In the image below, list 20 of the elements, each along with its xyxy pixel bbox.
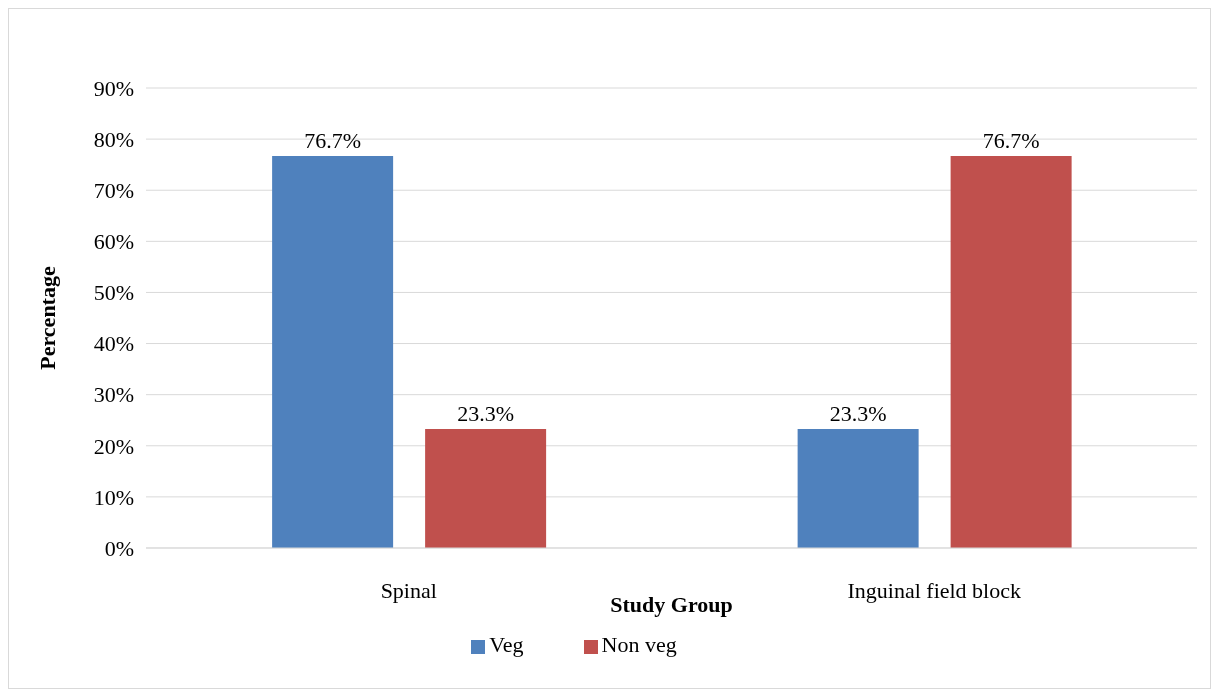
y-tick-label: 0% <box>104 535 134 561</box>
y-tick-label: 90% <box>93 75 134 101</box>
x-axis-title: Study Group <box>610 592 733 617</box>
y-tick-label: 20% <box>93 433 134 459</box>
y-tick-label: 30% <box>93 382 134 408</box>
data-label: 76.7% <box>982 127 1040 153</box>
legend-label: Non veg <box>601 632 677 657</box>
y-tick-label: 60% <box>93 229 134 255</box>
y-tick-label: 40% <box>93 331 134 357</box>
y-tick-label: 70% <box>93 178 134 204</box>
y-tick-label: 10% <box>93 484 134 510</box>
x-tick-label: Spinal <box>380 577 437 603</box>
y-tick-label: 50% <box>93 280 134 306</box>
x-tick-label: Inguinal field block <box>847 577 1022 603</box>
y-tick-label: 80% <box>93 126 134 152</box>
data-label: 23.3% <box>829 400 887 426</box>
data-label: 23.3% <box>457 400 515 426</box>
y-axis-title: Percentage <box>34 266 60 370</box>
legend-label: Veg <box>489 632 524 657</box>
data-label: 76.7% <box>304 127 362 153</box>
